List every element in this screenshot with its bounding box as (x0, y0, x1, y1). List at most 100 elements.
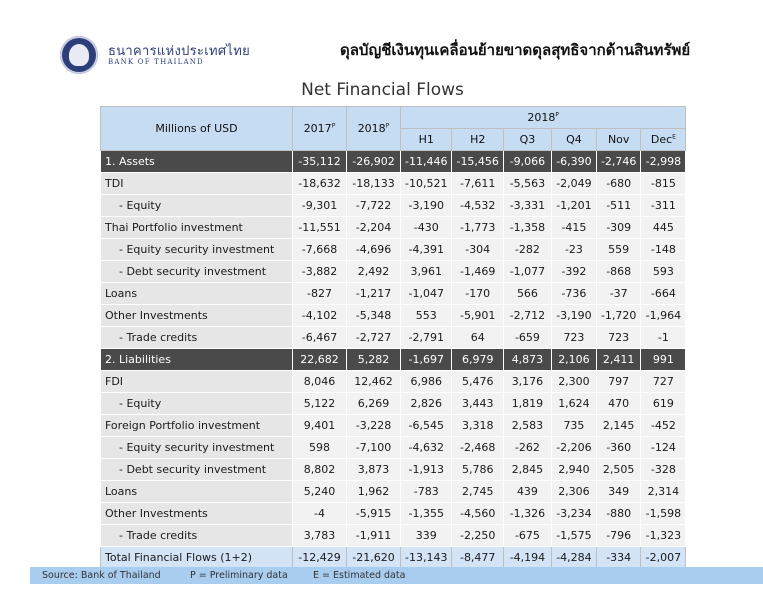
table-cell: 5,786 (451, 458, 504, 481)
table-cell: -675 (502, 524, 552, 547)
table-cell: -415 (550, 216, 597, 239)
row-label: - Equity (100, 194, 293, 217)
table-row: Foreign Portfolio investment 9,401 -3,228-… (100, 414, 687, 437)
table-cell: 4,873 (502, 348, 552, 371)
table-cell: -6,467 (292, 326, 347, 349)
table-cell: 566 (502, 282, 552, 305)
table-cell: 6,986 (399, 370, 453, 393)
table-cell: -3,882 (292, 260, 347, 283)
table-cell: -1,217 (346, 282, 401, 305)
table-cell: -7,668 (292, 238, 347, 261)
table-cell: 445 (640, 216, 687, 239)
table-cell: 619 (640, 392, 687, 415)
row-label: Other Investments (100, 502, 293, 525)
table-cell: -309 (595, 216, 642, 239)
table-row: - Equity 5,122 6,269 2,826 3,443 1,819 1,624 47… (100, 392, 687, 415)
table-cell: -5,563 (502, 172, 552, 195)
table-cell: -3,190 (550, 304, 597, 327)
table-cell: -4,532 (451, 194, 504, 217)
table-cell: -6,545 (399, 414, 453, 437)
table-cell: -10,521 (399, 172, 453, 195)
table-cell: 2,940 (550, 458, 597, 481)
bank-name-english: BANK OF THAILAND (108, 58, 204, 66)
table-cell: -1,575 (550, 524, 597, 547)
column-header-nov: Nov (595, 128, 642, 151)
table-cell: -23 (550, 238, 597, 261)
table-cell: 727 (640, 370, 687, 393)
table-cell: 3,783 (292, 524, 347, 547)
table-cell: 598 (292, 436, 347, 459)
column-group-2018: 2018P (399, 106, 687, 129)
table-row: Loans 5,240 1,962 -783 2,745 439 2,306 349 2,314 (100, 480, 687, 503)
table-cell: 2,492 (346, 260, 401, 283)
table-cell: 64 (451, 326, 504, 349)
table-cell: -1,358 (502, 216, 552, 239)
bank-of-thailand-logo-icon (60, 36, 98, 74)
table-cell: -880 (595, 502, 642, 525)
table-cell: -392 (550, 260, 597, 283)
table-cell: -3,234 (550, 502, 597, 525)
row-label: Total Financial Flows (1+2) (100, 546, 293, 569)
table-cell: 735 (550, 414, 597, 437)
table-cell: -2,791 (399, 326, 453, 349)
table-cell: -262 (502, 436, 552, 459)
table-cell: -1,773 (451, 216, 504, 239)
table-cell: 2,745 (451, 480, 504, 503)
table-cell: -5,915 (346, 502, 401, 525)
table-cell: 553 (399, 304, 453, 327)
table-cell: -170 (451, 282, 504, 305)
table-cell: 9,401 (292, 414, 347, 437)
table-cell: -9,066 (502, 150, 552, 173)
estimated-note: E = Estimated data (313, 570, 406, 581)
net-financial-flows-table: Millions of USD 2017P 2018P 2018P H1 H2 … (100, 106, 687, 569)
table-row: Loans -827 -1,217 -1,047 -170 566 -736 -37 -664 (100, 282, 687, 305)
unit-header: Millions of USD (100, 106, 293, 151)
table-cell: -6,390 (550, 150, 597, 173)
table-cell: -2,712 (502, 304, 552, 327)
table-cell: 3,318 (451, 414, 504, 437)
table-cell: -4,194 (502, 546, 552, 569)
table-cell: -2,007 (640, 546, 687, 569)
table-cell: -15,456 (451, 150, 504, 173)
source-note: Source: Bank of Thailand (42, 570, 161, 581)
table-cell: -2,998 (640, 150, 687, 173)
table-cell: -736 (550, 282, 597, 305)
row-label: Thai Portfolio investment (100, 216, 293, 239)
table-cell: -8,477 (451, 546, 504, 569)
table-row: Total Financial Flows (1+2) -12,429 -21,62… (100, 546, 687, 569)
table-cell: -2,727 (346, 326, 401, 349)
bank-name-thai: ธนาคารแห่งประเทศไทย (108, 44, 251, 59)
column-header-h2: H2 (451, 128, 504, 151)
table-cell: -18,632 (292, 172, 347, 195)
table-subheader-row: H1 H2 Q3 Q4 Nov DecE (101, 128, 687, 151)
table-cell: -4,696 (346, 238, 401, 261)
table-cell: -7,611 (451, 172, 504, 195)
table-cell: -1,355 (399, 502, 453, 525)
table-cell: 593 (640, 260, 687, 283)
table-cell: 3,176 (502, 370, 552, 393)
row-label: Other Investments (100, 304, 293, 327)
table-row: 2. Liabilities 22,682 5,282 -1,697 6,979 4,87… (100, 348, 687, 371)
row-label: - Trade credits (100, 524, 293, 547)
table-row: FDI 8,046 12,462 6,986 5,476 3,176 2,300 797 727 (100, 370, 687, 393)
footer-bar: Source: Bank of Thailand P = Preliminary… (30, 567, 763, 584)
table-cell: -511 (595, 194, 642, 217)
table-cell: -7,100 (346, 436, 401, 459)
table-cell: -1,077 (502, 260, 552, 283)
table-cell: -2,746 (595, 150, 642, 173)
table-cell: 2,411 (595, 348, 642, 371)
row-label: - Equity security investment (100, 436, 293, 459)
row-label: - Equity security investment (100, 238, 293, 261)
table-cell: 22,682 (292, 348, 347, 371)
thai-page-title: ดุลบัญชีเงินทุนเคลื่อนย้ายขาดดุลสุทธิจาก… (340, 41, 691, 59)
table-cell: 349 (595, 480, 642, 503)
table-cell: -3,190 (399, 194, 453, 217)
table-row: - Equity security investment -7,668 -4,696… (100, 238, 687, 261)
table-cell: 723 (550, 326, 597, 349)
table-cell: -124 (640, 436, 687, 459)
table-cell: -796 (595, 524, 642, 547)
table-cell: 797 (595, 370, 642, 393)
row-label: - Equity (100, 392, 293, 415)
table-cell: -659 (502, 326, 552, 349)
table-cell: 2,505 (595, 458, 642, 481)
